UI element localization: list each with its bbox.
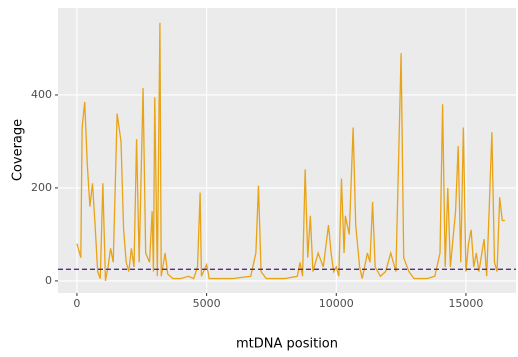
y-axis-title: Coverage bbox=[11, 119, 26, 181]
coverage-line bbox=[76, 22, 505, 282]
panel bbox=[58, 8, 516, 293]
x-axis-title: mtDNA position bbox=[236, 337, 338, 352]
x-tick-label: 0 bbox=[73, 297, 80, 310]
x-tick-label: 5000 bbox=[193, 297, 221, 310]
x-tick-label: 10000 bbox=[319, 297, 354, 310]
y-tick-label: 400 bbox=[31, 88, 52, 101]
x-tick-label: 15000 bbox=[448, 297, 483, 310]
y-tick-label: 200 bbox=[31, 181, 52, 194]
y-tick-label: 0 bbox=[45, 274, 52, 287]
